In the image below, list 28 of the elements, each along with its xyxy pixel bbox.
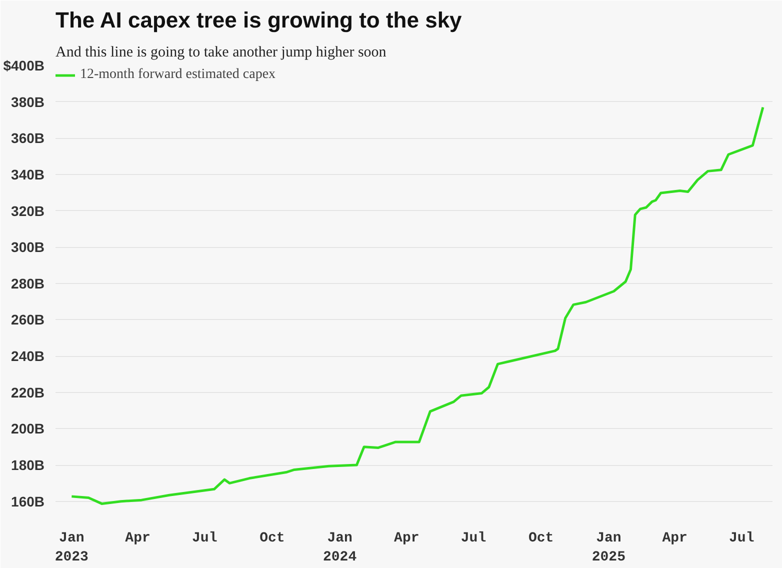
- y-tick-label: 340B: [11, 166, 44, 182]
- y-tick-label: 280B: [11, 275, 44, 292]
- x-tick-label: Jul: [729, 530, 754, 546]
- chart-subtitle: And this line is going to take another jump higher soon: [56, 44, 387, 60]
- y-tick-label: $400B: [3, 58, 45, 74]
- y-tick-label: 260B: [11, 312, 44, 328]
- x-tick-label: Jan 2023: [54, 530, 88, 566]
- line-series: [70, 106, 764, 505]
- y-tick-label: 240B: [11, 348, 44, 364]
- chart-title: The AI capex tree is growing to the sky: [56, 8, 463, 32]
- y-tick-label: 300B: [11, 239, 44, 256]
- x-tick-label: Apr: [125, 530, 150, 546]
- x-tick-label: Apr: [394, 530, 420, 546]
- x-tick-label: Jan 2025: [592, 530, 626, 566]
- legend-label: 12-month forward estimated capex: [80, 67, 276, 83]
- y-tick-label: 320B: [11, 202, 44, 219]
- x-tick-label: Jul: [460, 530, 486, 546]
- y-tick-label: 220B: [11, 384, 44, 400]
- y-tick-label: 200B: [11, 420, 44, 437]
- x-tick-label: Jan 2024: [323, 530, 357, 566]
- y-tick-label: 160B: [11, 493, 44, 510]
- x-tick-label: Oct: [260, 530, 285, 546]
- x-tick-label: Jul: [192, 530, 218, 546]
- x-tick-label: Apr: [662, 530, 688, 546]
- y-tick-label: 180B: [11, 457, 44, 474]
- y-tick-label: 360B: [11, 130, 44, 146]
- y-tick-label: 380B: [11, 94, 44, 110]
- x-tick-label: Oct: [528, 530, 554, 546]
